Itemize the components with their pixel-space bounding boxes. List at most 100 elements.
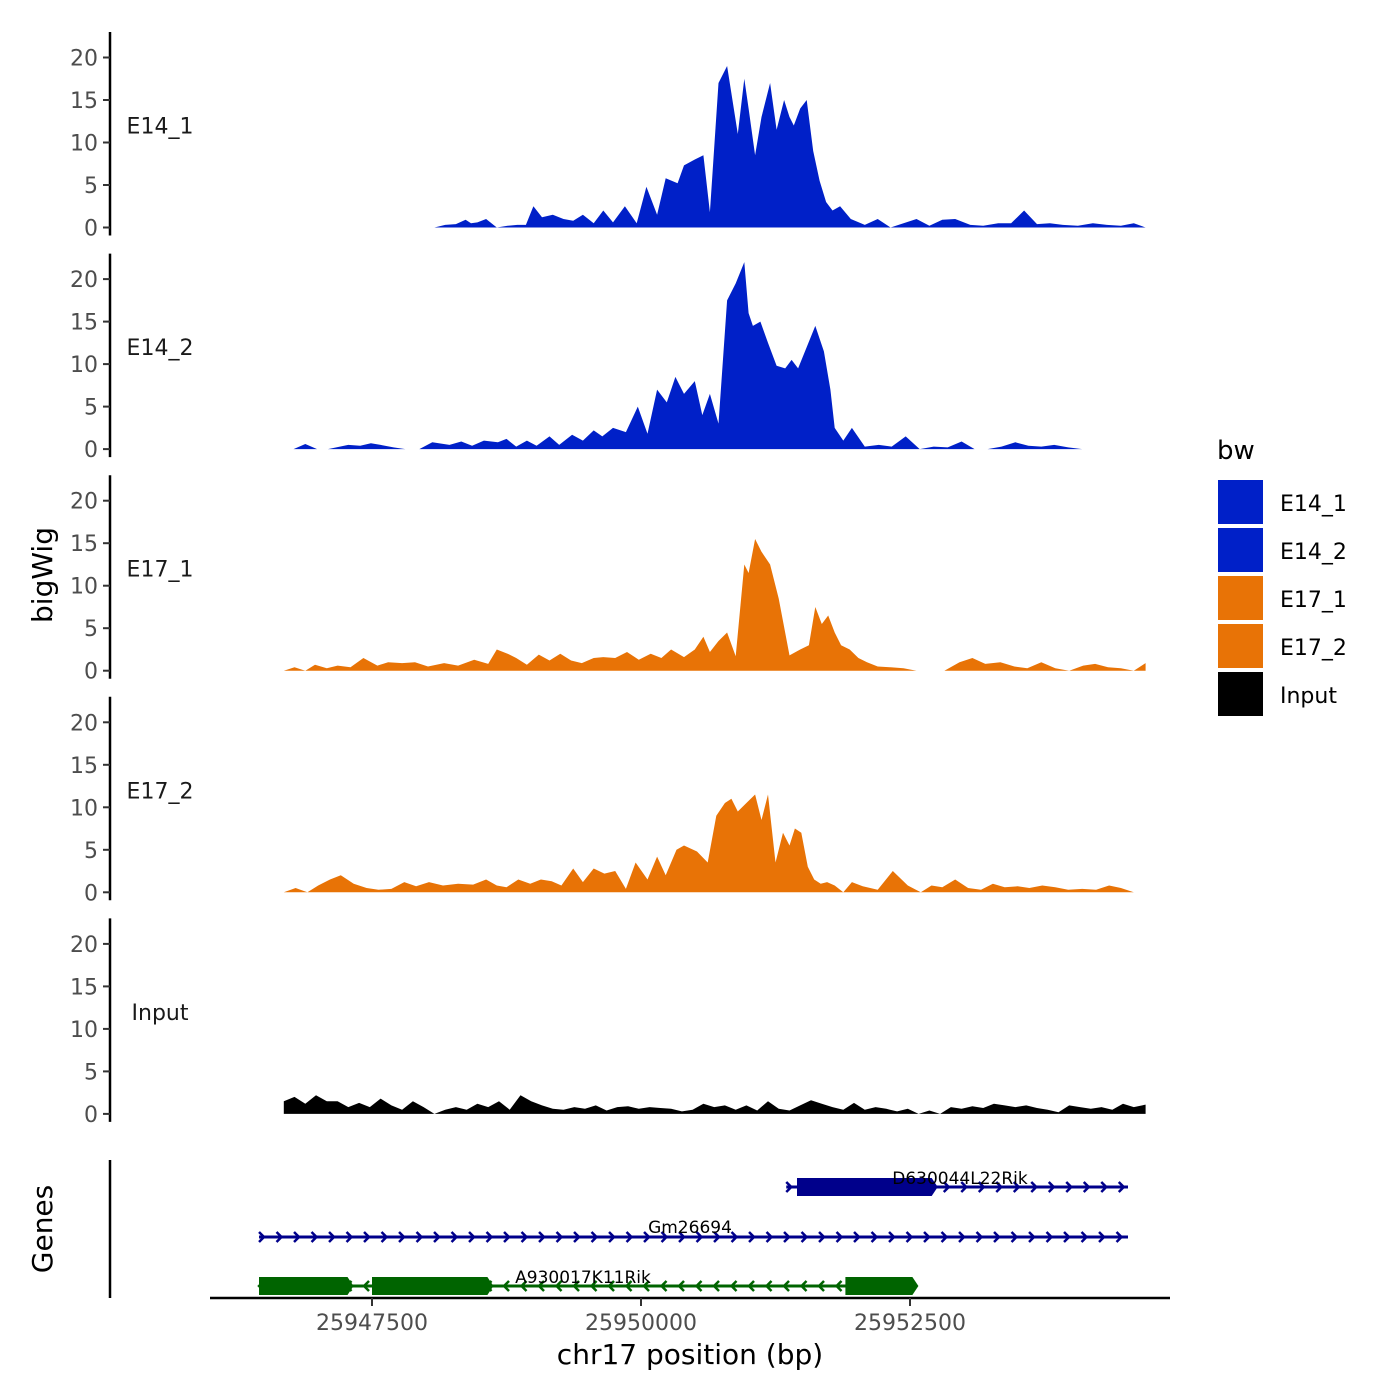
area-e17_2 — [283, 794, 1134, 893]
strand-chevron — [258, 1231, 266, 1243]
track-input: 0 5 10 15 20 Input — [70, 918, 1146, 1128]
strand-chevron — [730, 1231, 739, 1243]
strand-chevron — [415, 1231, 424, 1243]
strip-label-e17_1: E17_1 — [127, 558, 194, 583]
strand-chevron — [800, 1231, 809, 1243]
strand-chevron — [485, 1231, 494, 1243]
strand-chevron — [817, 1280, 825, 1292]
y-tick-label: 15 — [70, 754, 98, 779]
strand-chevron — [1047, 1181, 1056, 1193]
gene-label: D630044L22Rik — [892, 1169, 1028, 1189]
track-e17_2: 0 5 10 15 20 E17_2 — [70, 696, 1134, 906]
area-input — [283, 1095, 1146, 1114]
y-tick-label: 10 — [70, 796, 98, 821]
strand-chevron — [1098, 1231, 1106, 1243]
strand-chevron — [643, 1231, 651, 1243]
strand-chevron — [398, 1231, 406, 1243]
strand-chevron — [590, 1231, 599, 1243]
strand-chevron — [960, 1181, 969, 1193]
y-tick-label: 15 — [70, 311, 98, 336]
y-tick-label: 5 — [84, 617, 98, 642]
strand-chevron — [1065, 1181, 1074, 1193]
strand-chevron — [977, 1181, 986, 1193]
y-axis-title: bigWig — [26, 527, 59, 623]
y-tick-label: 0 — [84, 217, 98, 242]
strand-chevron — [555, 1231, 564, 1243]
y-tick-label: 20 — [70, 490, 98, 515]
track-e14_2: 0 5 10 15 20 E14_2 — [70, 253, 1134, 463]
area-e14_1 — [434, 66, 1146, 228]
strip-label-input: Input — [132, 1001, 189, 1026]
y-tick-label: 5 — [84, 1060, 98, 1085]
strip-label-e14_1: E14_1 — [127, 115, 194, 140]
strand-chevron — [538, 1231, 546, 1243]
gene-label: A930017K11Rik — [515, 1268, 651, 1288]
y-tick-label: 20 — [70, 711, 98, 736]
strand-chevron — [782, 1280, 790, 1292]
strand-chevron — [293, 1231, 301, 1243]
y-tick-label: 20 — [70, 47, 98, 72]
strand-chevron — [995, 1181, 1004, 1193]
strand-chevron — [363, 1231, 371, 1243]
strand-chevron — [1030, 1181, 1039, 1193]
strand-chevron — [785, 1181, 794, 1193]
legend-label-input: Input — [1280, 684, 1337, 709]
y-tick-label: 20 — [70, 268, 98, 293]
legend-swatch-e14_1 — [1218, 480, 1263, 524]
x-tick-label: 25950000 — [585, 1311, 697, 1336]
strand-chevron — [783, 1231, 791, 1243]
strand-chevron — [834, 1280, 843, 1292]
genes-track-title: Genes — [26, 1185, 59, 1273]
area-e17_1 — [283, 539, 1146, 671]
y-tick-label: 0 — [84, 438, 98, 463]
strand-chevron — [748, 1231, 756, 1243]
legend-swatch-e17_1 — [1218, 576, 1263, 620]
strip-label-e17_2: E17_2 — [127, 779, 194, 804]
strand-chevron — [1010, 1231, 1019, 1243]
area-e14_2 — [293, 262, 1134, 450]
legend-label-e14_1: E14_1 — [1280, 492, 1347, 517]
legend-swatch-e14_2 — [1218, 528, 1263, 572]
strip-label-e14_2: E14_2 — [127, 336, 194, 361]
gene-label: Gm26694 — [648, 1218, 732, 1238]
legend-label-e17_2: E17_2 — [1280, 636, 1347, 661]
strand-chevron — [502, 1280, 510, 1292]
strand-chevron — [942, 1181, 951, 1193]
strand-chevron — [940, 1231, 949, 1243]
strand-chevron — [678, 1231, 686, 1243]
strand-chevron — [905, 1231, 914, 1243]
strand-chevron — [1117, 1181, 1126, 1193]
strand-chevron — [310, 1231, 319, 1243]
strand-chevron — [573, 1231, 581, 1243]
y-tick-label: 5 — [84, 839, 98, 864]
strand-chevron — [1115, 1231, 1124, 1243]
legend-title: bw — [1217, 436, 1255, 466]
x-tick-label: 25952500 — [854, 1311, 966, 1336]
gene-gm26694: Gm26694 — [258, 1218, 1128, 1243]
legend-swatch-e17_2 — [1218, 624, 1263, 668]
strand-chevron — [853, 1231, 861, 1243]
y-tick-label: 0 — [84, 660, 98, 685]
strand-chevron — [818, 1231, 826, 1243]
track-e17_1: 0 5 10 15 20 E17_1 — [70, 475, 1146, 685]
y-tick-label: 10 — [70, 1018, 98, 1043]
strand-chevron — [345, 1231, 354, 1243]
strand-chevron — [729, 1280, 738, 1292]
strand-chevron — [625, 1231, 634, 1243]
strand-chevron — [659, 1280, 668, 1292]
strand-chevron — [554, 1280, 563, 1292]
strand-chevron — [694, 1280, 703, 1292]
genes-track: D630044L22Rik Gm26694 A930017K11Rik — [108, 1160, 1128, 1298]
strand-chevron — [1100, 1181, 1109, 1193]
strand-chevron — [888, 1231, 896, 1243]
x-axis-title: chr17 position (bp) — [557, 1338, 823, 1371]
y-tick-label: 0 — [84, 881, 98, 906]
y-tick-label: 10 — [70, 353, 98, 378]
gene-a930017k11rik: A930017K11Rik — [257, 1268, 919, 1295]
strand-chevron — [503, 1231, 511, 1243]
strand-chevron — [713, 1231, 721, 1243]
gene-exon — [845, 1277, 919, 1295]
strand-chevron — [923, 1231, 931, 1243]
y-tick-label: 5 — [84, 396, 98, 421]
